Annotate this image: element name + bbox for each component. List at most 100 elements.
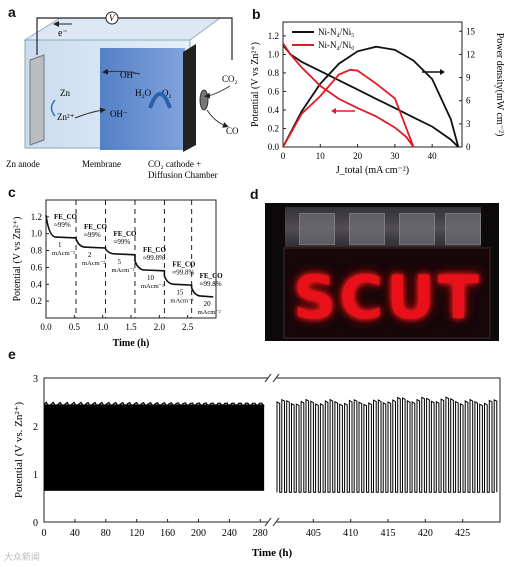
x-tick-label: 160 — [160, 528, 175, 539]
series-line — [282, 68, 415, 148]
x-tick-label: 10 — [316, 151, 326, 161]
series-line — [282, 42, 415, 148]
left-axis-arrowhead — [331, 108, 336, 114]
o2-label: O₂ — [162, 88, 172, 98]
axis-break-mark — [264, 517, 272, 527]
legend-label: Ni-N₄/Ni₀ — [318, 40, 354, 50]
y-tick-label: 0.0 — [268, 142, 280, 152]
external-circuit — [36, 17, 233, 60]
current-density: 20 — [204, 300, 212, 308]
y-tick-label: 0.2 — [268, 123, 279, 133]
cathode-caption-2: Diffusion Chamber — [148, 170, 218, 180]
x-tick-label: 405 — [306, 528, 321, 539]
fe-value: ≈99.8% — [143, 254, 165, 262]
zn-label: Zn — [60, 88, 70, 98]
led-panel-photo: SCUT — [265, 203, 499, 341]
zn-anode-caption: Zn anode — [6, 159, 40, 169]
led-board: SCUT — [283, 247, 491, 339]
current-unit: mAcm⁻² — [198, 309, 221, 316]
fe-label: FE_CO — [172, 260, 196, 268]
membrane-caption: Membrane — [82, 159, 121, 169]
x-tick-label: 80 — [101, 528, 111, 539]
panel-label-a: a — [8, 4, 16, 20]
axis-break-mark — [272, 517, 280, 527]
x-tick-label: 410 — [343, 528, 358, 539]
co2-label: CO₂ — [222, 74, 238, 84]
fe-label: FE_CO — [84, 223, 108, 231]
x-axis-label: Time (h) — [113, 338, 150, 349]
current-density: 2 — [88, 251, 92, 259]
x-tick-label: 240 — [222, 528, 237, 539]
fe-label: FE_CO — [143, 246, 167, 254]
y-tick-label: 2 — [33, 422, 38, 433]
y-axis-label: Potential (V vs Zn²⁺) — [12, 216, 23, 301]
current-unit: mAcm⁻² — [170, 297, 193, 304]
right-axis-arrowhead — [440, 69, 445, 75]
fe-value: ≈99% — [54, 221, 71, 229]
y-tick-label: 0 — [33, 518, 38, 529]
oh-top-label: OH⁻ — [120, 70, 138, 80]
current-unit: mAcm⁻² — [52, 250, 75, 257]
x-tick-label: 0.5 — [69, 322, 81, 332]
x-tick-label: 120 — [129, 528, 144, 539]
oh-mid-label: OH⁻ — [110, 109, 128, 119]
fe-value: ≈99.8% — [200, 280, 222, 288]
panel-label-b: b — [252, 6, 261, 22]
y-tick-label: 0.8 — [31, 246, 43, 256]
axis-break-mark — [264, 373, 272, 383]
y2-tick-label: 9 — [466, 73, 471, 83]
x-tick-label: 20 — [353, 151, 363, 161]
h2o-label: H₂O — [135, 88, 152, 98]
panel-label-c: c — [8, 184, 16, 200]
y-tick-label: 1.0 — [268, 49, 280, 59]
cycling-envelope-top — [43, 401, 265, 408]
electron-label: e⁻ — [58, 28, 68, 39]
x-tick-label: 2.0 — [154, 322, 166, 332]
legend-label: Ni-N₄/Ni₅ — [318, 27, 354, 37]
fe-value: ≈99% — [114, 238, 131, 246]
current-density: 1 — [58, 241, 62, 249]
x-axis-label: Time (h) — [252, 547, 293, 559]
co-label: CO — [226, 126, 239, 136]
polarization-power-chart: 0 10 20 30 40 0.0 0.2 0.4 0.6 0.8 1.0 1.2 0 3 6 9 12 15 J_… — [250, 21, 505, 176]
y-tick-label: 0.4 — [268, 105, 280, 115]
series-line — [282, 45, 460, 148]
y-tick-label: 1.2 — [31, 212, 42, 222]
current-unit: mAcm⁻² — [82, 260, 105, 267]
x-tick-label: 200 — [191, 528, 206, 539]
current-density: 15 — [176, 288, 184, 296]
y-tick-label: 1.2 — [268, 31, 279, 41]
voltmeter-label: V — [109, 13, 116, 23]
zn2-label: Zn²⁺ — [57, 112, 75, 122]
current-density: 5 — [118, 258, 122, 266]
fe-value: ≈99.8% — [172, 268, 194, 276]
x-tick-label: 415 — [381, 528, 396, 539]
y-tick-label: 1 — [33, 470, 38, 481]
x-tick-label: 40 — [70, 528, 80, 539]
axis-break-bottom-gap — [268, 519, 276, 525]
y-tick-label: 0.6 — [31, 262, 43, 272]
y2-tick-label: 12 — [466, 49, 475, 59]
x-tick-label: 40 — [428, 151, 438, 161]
x-tick-label: 2.5 — [182, 322, 194, 332]
cycling-band-1 — [44, 404, 265, 491]
y-tick-label: 0.8 — [268, 68, 280, 78]
led-word: SCUT — [293, 263, 482, 333]
x-tick-label: 1.0 — [97, 322, 109, 332]
cathode-caption-1: CO₂ cathode + — [148, 159, 201, 169]
panel-label-d: d — [250, 186, 259, 202]
battery-pack — [285, 207, 481, 251]
step-discharge-chart: 0.0 0.5 1.0 1.5 2.0 2.5 0.2 0.4 0.6 0.8 1.0 1.2 Time… — [12, 199, 223, 349]
zn-arrow — [74, 107, 106, 119]
x-tick-label: 1.5 — [125, 322, 137, 332]
y2-axis-label: Power density(mW cm⁻²) — [494, 33, 505, 137]
y-tick-label: 0.4 — [31, 279, 43, 289]
series-line — [282, 44, 459, 148]
panel-label-e: e — [8, 346, 16, 362]
membrane-plate — [100, 48, 185, 150]
x-tick-label: 0.0 — [40, 322, 52, 332]
fe-label: FE_CO — [114, 230, 138, 238]
current-unit: mAcm⁻² — [112, 267, 135, 274]
axis-break-top-gap — [268, 375, 276, 381]
